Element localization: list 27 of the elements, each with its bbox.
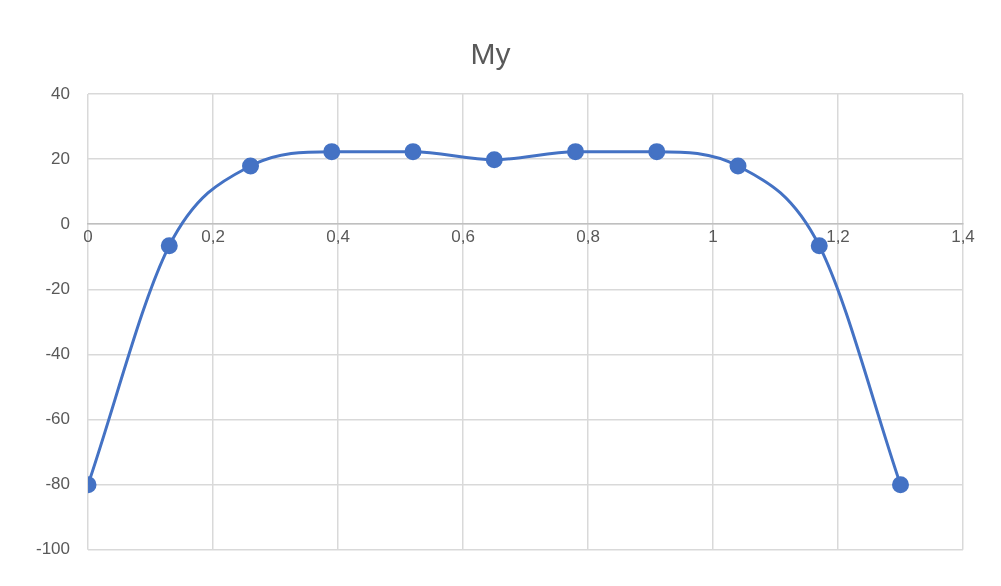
point	[323, 143, 341, 161]
point	[485, 151, 503, 169]
y-tick-label: -80	[45, 474, 71, 494]
point	[810, 237, 828, 255]
y-tick-label: 20	[51, 148, 71, 168]
point	[567, 143, 585, 161]
y-tick-label: -60	[45, 409, 71, 429]
y-tick-label: 0	[60, 213, 71, 233]
y-tick-label: -100	[35, 539, 71, 559]
y-tick-label: -20	[45, 279, 71, 299]
x-tick-label: 1	[708, 227, 718, 247]
point	[648, 143, 666, 161]
x-tick-label: 1,4	[951, 227, 975, 247]
point	[729, 157, 747, 175]
x-tick-label: 0,2	[201, 227, 225, 247]
x-tick-label: 1,2	[826, 227, 850, 247]
point	[242, 157, 260, 175]
point	[160, 237, 178, 255]
x-tick-label: 0	[83, 227, 93, 247]
point	[404, 143, 422, 161]
y-tick-label: -40	[45, 344, 71, 364]
chart-title: My	[470, 37, 511, 71]
x-tick-label: 0,6	[451, 227, 475, 247]
x-tick-label: 0,8	[576, 227, 600, 247]
y-tick-label: 40	[51, 83, 71, 103]
x-tick-label: 0,4	[326, 227, 350, 247]
point	[892, 476, 909, 494]
